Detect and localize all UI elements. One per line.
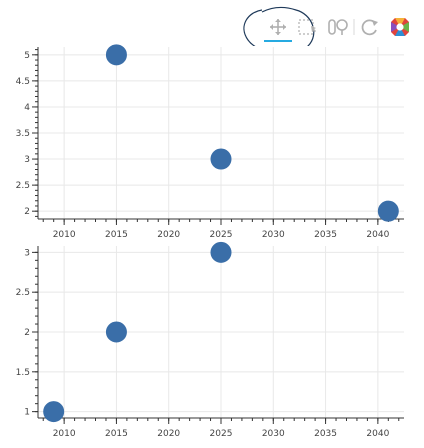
scatter-point[interactable]	[210, 241, 232, 263]
x-tick-label: 2010	[53, 230, 76, 240]
x-tick-label: 2030	[262, 230, 285, 240]
plot-2: 1 1.5 2 2.5 3 2010 2015 2020 2025 2030 2035 2040	[16, 241, 404, 439]
y-tick-label: 3	[24, 248, 30, 258]
x-tick-label: 2030	[262, 429, 285, 439]
x-tick-label: 2040	[366, 230, 389, 240]
scatter-point[interactable]	[377, 200, 399, 222]
x-tick-label: 2015	[105, 230, 128, 240]
x-tick-label: 2020	[157, 230, 180, 240]
y-tick-label: 2	[24, 207, 30, 217]
x-tick-label: 2040	[366, 429, 389, 439]
y-tick-label: 2.5	[16, 288, 30, 298]
toolbar	[243, 6, 409, 46]
box-zoom-icon	[298, 19, 316, 35]
x-tick-label: 2020	[157, 429, 180, 439]
x-tick-label: 2035	[314, 230, 337, 240]
y-tick-label: 3	[24, 155, 30, 165]
box-zoom-tool[interactable]	[298, 19, 316, 35]
y-tick-label: 2	[24, 328, 30, 338]
y-tick-label: 2.5	[16, 181, 30, 191]
x-tick-label: 2015	[105, 429, 128, 439]
scatter-point[interactable]	[105, 321, 127, 343]
pan-tool[interactable]	[264, 19, 292, 42]
reset-tool[interactable]	[361, 19, 378, 36]
annotation-circle	[243, 6, 315, 46]
bokeh-logo[interactable]	[391, 18, 409, 36]
wheel-zoom-tool[interactable]	[328, 19, 348, 35]
scatter-point[interactable]	[105, 44, 127, 66]
y-tick-label: 4	[24, 103, 30, 113]
scatter-point[interactable]	[210, 148, 232, 170]
bokeh-logo-icon	[391, 18, 409, 36]
y-tick-label: 5	[24, 51, 30, 61]
y-tick-label: 1	[24, 408, 30, 418]
plot-1: 2 2.5 3 3.5 4 4.5 5 2010 2015 2020 2025 2030 2035 204…	[16, 44, 404, 240]
pan-icon	[270, 19, 286, 35]
x-tick-label: 2025	[210, 429, 233, 439]
x-tick-label: 2035	[314, 429, 337, 439]
scatter-point[interactable]	[43, 401, 65, 423]
x-tick-label: 2010	[53, 429, 76, 439]
y-tick-label: 4.5	[16, 77, 30, 87]
y-tick-label: 1.5	[16, 368, 30, 378]
wheel-zoom-icon	[328, 19, 348, 35]
reset-icon	[361, 19, 378, 36]
y-tick-label: 3.5	[16, 129, 30, 139]
x-tick-label: 2025	[210, 230, 233, 240]
